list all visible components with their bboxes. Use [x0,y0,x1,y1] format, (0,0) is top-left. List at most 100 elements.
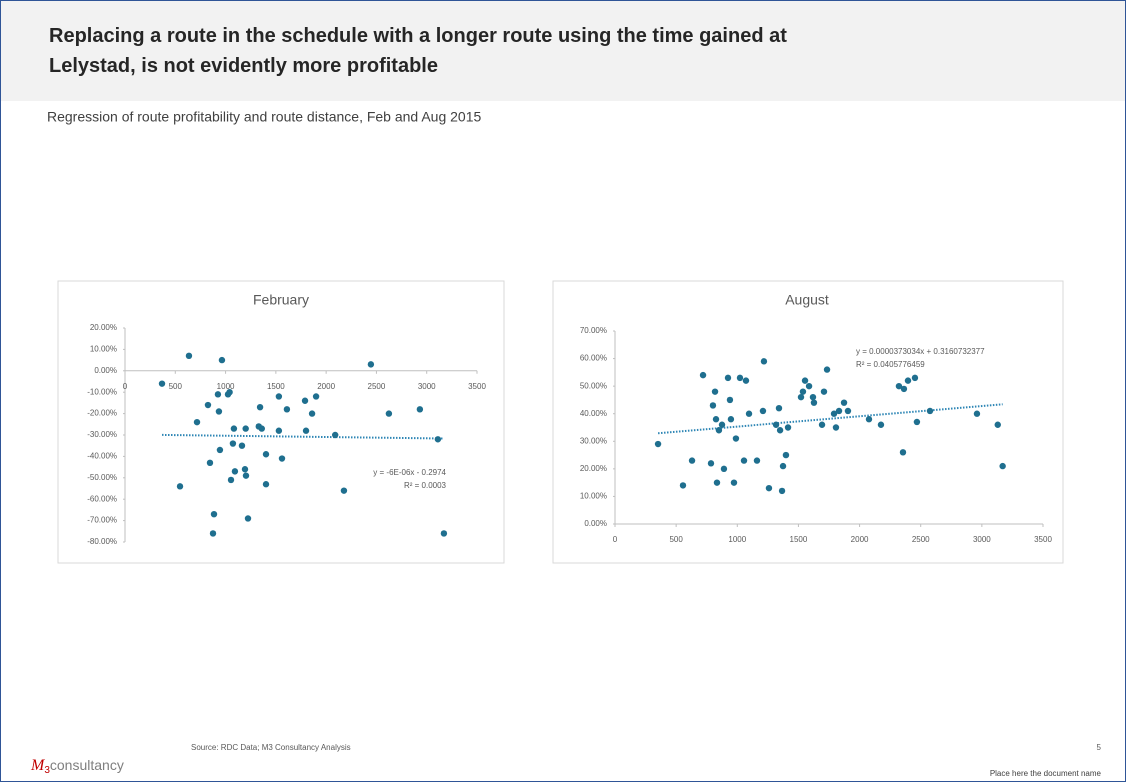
x-tick-label: 3000 [973,535,991,544]
x-tick-label: 500 [169,382,183,391]
x-tick-label: 2500 [368,382,386,391]
equation: R² = 0.0405776459 [856,360,925,369]
point [226,389,233,396]
point [715,427,723,434]
point [899,449,907,456]
point [784,424,792,431]
chart-title: August [785,292,829,308]
point [994,421,1001,428]
point [185,352,193,360]
x-tick-label: 1500 [790,535,808,544]
y-tick-label: 60.00% [580,354,607,363]
point [742,377,750,384]
point [688,457,696,464]
point [736,374,744,382]
point [797,393,805,401]
point [218,356,226,364]
point [753,457,761,464]
point [865,416,873,423]
point [844,407,852,415]
x-tick-label: 2000 [317,382,335,391]
x-tick-label: 0 [613,535,618,544]
point [440,530,448,537]
point [718,421,726,428]
point [759,407,767,415]
logo-sub: 3 [44,765,50,776]
y-tick-label: 10.00% [90,345,117,354]
point [229,440,237,447]
point [713,479,721,486]
point [654,440,662,448]
point [911,374,919,382]
point [823,366,831,373]
point [262,481,270,488]
y-tick-label: 20.00% [90,323,117,332]
point [727,416,735,423]
point [206,459,214,467]
trendline [161,433,444,440]
equation: y = -6E-06x - 0.2974 [373,468,446,477]
point [210,510,218,518]
point [262,451,270,458]
point [158,380,166,387]
y-tick-label: -40.00% [87,452,117,461]
point [732,435,740,442]
point [840,399,848,406]
trendline [657,403,1003,435]
chart-title: February [253,292,309,308]
point [242,472,250,479]
point [216,446,224,454]
point [805,382,813,390]
x-tick-label: 1500 [267,382,285,391]
y-tick-label: 50.00% [580,381,607,390]
point [699,371,707,379]
point [913,418,921,426]
point [238,442,246,449]
point [820,388,828,395]
point [782,451,790,459]
point [779,462,787,470]
point [204,401,212,409]
point [895,382,903,390]
point [679,482,687,489]
point [214,391,222,398]
point [256,403,264,411]
chart-box [552,280,1064,564]
x-tick-label: 1000 [728,535,746,544]
point [242,425,249,432]
point [775,405,783,412]
point [765,484,773,492]
point [973,410,981,417]
y-tick-label: 70.00% [580,326,607,335]
subtitle: Regression of route profitability and ro… [47,109,481,125]
point [227,476,235,484]
point [720,465,728,473]
y-tick-label: 40.00% [580,409,607,418]
point [877,421,885,428]
point [904,377,912,384]
y-tick-label: -20.00% [87,409,117,418]
y-tick-label: -70.00% [87,516,117,525]
point [809,393,817,401]
point [302,427,310,434]
point [331,431,339,439]
point [926,407,934,415]
source: Source: RDC Data; M3 Consultancy Analysi… [191,743,351,752]
point [772,421,780,428]
point [799,388,807,395]
point [209,530,217,537]
point [709,402,717,409]
point [308,410,316,417]
point [999,462,1006,470]
title-line: Replacing a route in the schedule with a… [49,25,787,77]
logo-mark: M [30,757,46,774]
point [900,385,908,393]
y-tick-label: 10.00% [580,492,607,501]
point [278,455,286,462]
x-tick-label: 2000 [851,535,869,544]
logo: M3consultancy [30,757,124,776]
y-tick-label: -50.00% [87,473,117,482]
point [385,410,393,417]
point [830,410,838,417]
